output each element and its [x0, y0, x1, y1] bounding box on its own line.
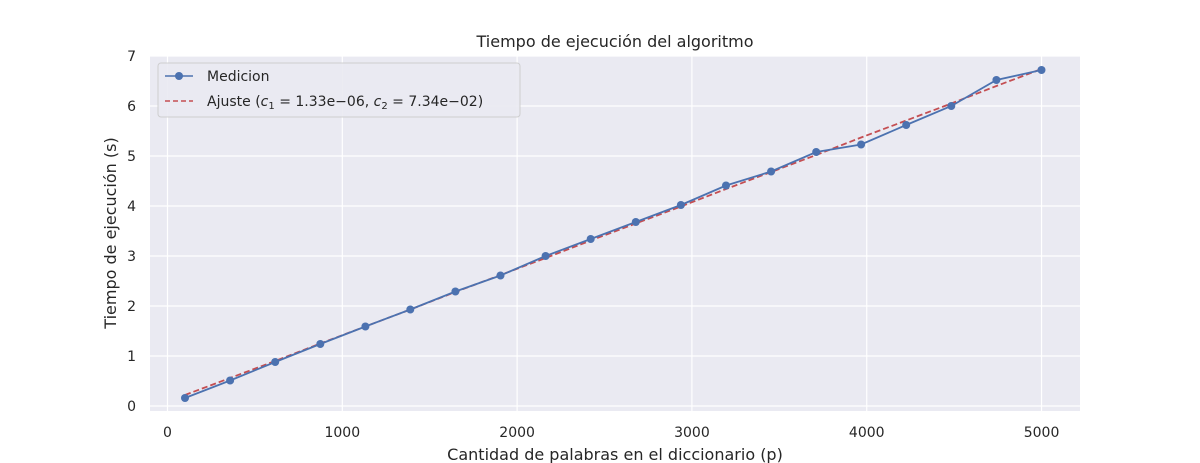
- measurement-point: [992, 76, 1001, 84]
- measurement-point: [226, 376, 235, 385]
- legend-fit-c2-subscript: 2: [381, 101, 387, 112]
- measurement-point: [902, 121, 911, 129]
- measurement-point: [361, 322, 370, 331]
- legend-fit-close-paren: ): [478, 94, 483, 110]
- measurement-point: [541, 252, 550, 260]
- measurement-point: [406, 305, 415, 314]
- measurement-point: [676, 201, 685, 209]
- legend-fit-c1-subscript: 1: [268, 101, 274, 112]
- y-tick-label: 7: [127, 49, 136, 65]
- y-tick-label: 1: [127, 349, 136, 365]
- measurement-point: [1037, 66, 1046, 74]
- measurement-point: [181, 394, 189, 402]
- x-tick-label: 0: [163, 425, 172, 441]
- measurement-point: [812, 148, 821, 156]
- legend-fit-comma: ,: [365, 94, 374, 110]
- tick-labels: 0 1000 2000 3000 4000 5000 0 1 2 3 4 5 6 7: [127, 49, 1059, 441]
- x-tick-label: 5000: [1024, 425, 1060, 441]
- legend-fit-c1-equals: =: [275, 94, 296, 110]
- x-tick-label: 1000: [324, 425, 360, 441]
- legend: Medicion Ajuste (c1 = 1.33e−06, c2 = 7.3…: [157, 62, 521, 118]
- legend-fit-open-paren: (: [251, 94, 261, 110]
- y-axis-label: Tiempo de ejecución (s): [101, 137, 120, 329]
- legend-fit-label: Ajuste (c1 = 1.33e−06, c2 = 7.34e−02): [207, 94, 483, 112]
- measurement-point: [631, 218, 640, 226]
- y-tick-label: 3: [127, 249, 136, 265]
- legend-measurement-marker: [175, 72, 183, 80]
- measurement-point: [271, 358, 280, 366]
- legend-box: [157, 62, 521, 118]
- measurement-series-line: [184, 69, 1042, 399]
- legend-fit-c2-symbol: c: [374, 94, 382, 110]
- chart-title: Tiempo de ejecución del algoritmo: [476, 32, 754, 51]
- x-axis-label: Cantidad de palabras en el diccionario (…: [447, 445, 783, 463]
- measurement-point: [947, 102, 956, 110]
- measurement-point: [722, 181, 730, 190]
- measurement-point: [857, 140, 866, 149]
- series-layer: [181, 66, 1046, 402]
- x-tick-label: 2000: [499, 425, 535, 441]
- measurement-point: [496, 271, 505, 280]
- measurement-point: [586, 235, 595, 243]
- x-tick-label: 3000: [674, 425, 710, 441]
- legend-fit-c2-equals: =: [388, 94, 409, 110]
- y-tick-label: 0: [127, 399, 136, 415]
- y-tick-label: 4: [127, 199, 136, 215]
- legend-fit-name: Ajuste: [207, 94, 251, 110]
- legend-fit-c2-value: 7.34e−02: [408, 94, 477, 110]
- y-tick-label: 2: [127, 299, 136, 315]
- legend-measurement-label: Medicion: [207, 69, 270, 85]
- measurement-point: [316, 340, 325, 348]
- legend-fit-c1-symbol: c: [261, 94, 269, 110]
- x-tick-label: 4000: [849, 425, 885, 441]
- y-tick-label: 6: [127, 99, 136, 115]
- measurement-point: [451, 287, 460, 296]
- legend-fit-c1-value: 1.33e−06: [295, 94, 364, 110]
- measurement-point: [767, 167, 776, 176]
- y-tick-label: 5: [127, 149, 136, 165]
